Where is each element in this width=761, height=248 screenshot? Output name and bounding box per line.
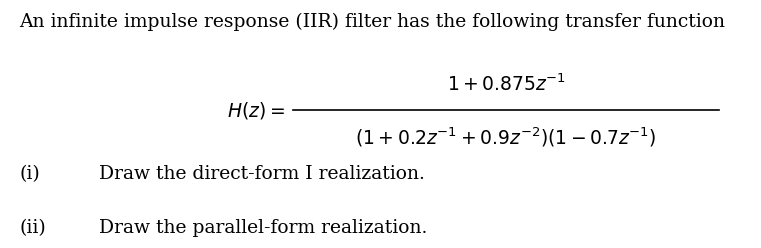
Text: $H(z) =$: $H(z) =$ <box>228 100 285 121</box>
Text: Draw the direct-form I realization.: Draw the direct-form I realization. <box>99 165 425 183</box>
Text: (ii): (ii) <box>19 219 46 237</box>
Text: Draw the parallel-form realization.: Draw the parallel-form realization. <box>99 219 428 237</box>
Text: An infinite impulse response (IIR) filter has the following transfer function: An infinite impulse response (IIR) filte… <box>19 12 725 31</box>
Text: $1 + 0.875z^{-1}$: $1 + 0.875z^{-1}$ <box>447 74 565 95</box>
Text: (i): (i) <box>19 165 40 183</box>
Text: $(1 + 0.2z^{-1} + 0.9z^{-2})(1 - 0.7z^{-1})$: $(1 + 0.2z^{-1} + 0.9z^{-2})(1 - 0.7z^{-… <box>355 125 657 149</box>
